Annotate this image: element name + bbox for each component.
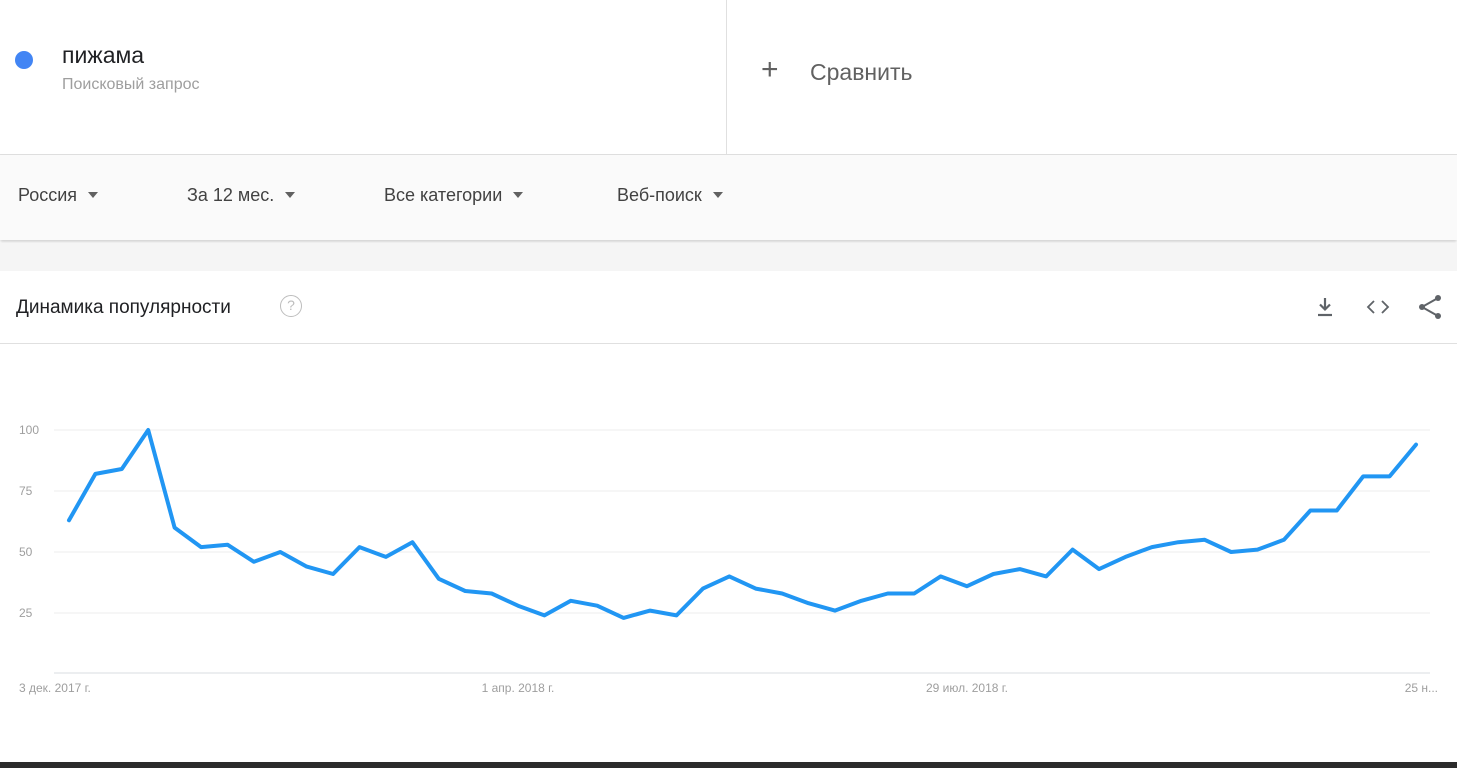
data-point <box>912 592 916 595</box>
window-bottom-edge <box>0 762 1457 768</box>
data-point <box>727 574 731 578</box>
data-point <box>252 560 256 564</box>
embed-code-icon[interactable] <box>1364 293 1392 321</box>
data-point <box>384 555 388 559</box>
data-point <box>1097 567 1101 571</box>
chevron-down-icon <box>88 192 99 198</box>
search-term-card[interactable]: пижама Поисковый запрос <box>0 0 727 154</box>
chevron-down-icon <box>285 192 296 198</box>
data-point <box>358 545 361 549</box>
card-header: Динамика популярности ? <box>0 271 1457 344</box>
source-filter[interactable]: Веб-поиск <box>617 185 723 206</box>
data-point <box>1335 509 1339 512</box>
period-filter-label: За 12 мес. <box>187 185 275 205</box>
series-line <box>67 428 1418 620</box>
data-point <box>1203 538 1207 542</box>
data-point <box>331 572 335 576</box>
filter-bar: Россия За 12 мес. Все категории Веб-поис… <box>0 155 1457 240</box>
y-tick-label: 25 <box>19 606 33 620</box>
period-filter[interactable]: За 12 мес. <box>187 185 296 206</box>
series-color-dot <box>15 51 33 69</box>
data-point <box>780 592 784 595</box>
data-point <box>490 592 494 595</box>
data-point <box>93 472 97 476</box>
data-point <box>833 609 837 613</box>
data-point <box>542 613 546 617</box>
chevron-down-icon <box>712 192 723 198</box>
category-filter[interactable]: Все категории <box>384 185 524 206</box>
x-tick-label: 25 н... <box>1405 681 1438 695</box>
data-point <box>859 599 863 603</box>
x-tick-label: 1 апр. 2018 г. <box>482 681 555 695</box>
data-point <box>1414 443 1418 447</box>
data-point <box>991 572 995 576</box>
data-point <box>807 601 810 605</box>
interest-over-time-chart[interactable]: 25 50 75 100 3 дек. 2017 г. 1 апр. 2018 г. 29 … <box>0 344 1457 768</box>
category-filter-label: Все категории <box>384 185 503 205</box>
data-point <box>886 592 890 595</box>
data-point <box>1308 509 1312 512</box>
search-term-name[interactable]: пижама <box>62 42 145 68</box>
card-title: Динамика популярности <box>16 297 231 318</box>
question-circle-icon[interactable]: ? <box>280 295 302 317</box>
data-point <box>754 587 758 591</box>
plus-icon: + <box>761 53 779 86</box>
data-point <box>622 616 626 620</box>
data-point <box>146 428 150 432</box>
y-tick-label: 50 <box>19 545 33 559</box>
data-point <box>1282 538 1286 542</box>
data-point <box>1361 474 1365 478</box>
data-point <box>226 543 229 547</box>
search-term-bar: пижама Поисковый запрос + Сравнить <box>0 0 1457 155</box>
compare-label: Сравнить <box>810 59 913 85</box>
data-point <box>199 545 203 549</box>
chevron-down-icon <box>513 192 524 198</box>
data-point <box>67 518 71 522</box>
data-point <box>939 574 943 578</box>
data-point <box>1176 540 1180 544</box>
section-divider <box>0 243 1457 271</box>
source-filter-label: Веб-поиск <box>617 185 702 205</box>
data-point <box>305 565 309 569</box>
data-point <box>1150 545 1154 549</box>
search-term-type: Поисковый запрос <box>62 76 200 93</box>
interest-over-time-card: Динамика популярности ? 25 50 75 100 3 дек. … <box>0 271 1457 768</box>
y-tick-label: 100 <box>19 423 39 437</box>
region-filter-label: Россия <box>18 185 78 205</box>
data-point <box>675 613 678 617</box>
download-icon[interactable] <box>1311 293 1339 321</box>
data-point <box>173 526 177 530</box>
data-point <box>463 589 467 593</box>
x-tick-label: 3 дек. 2017 г. <box>19 681 91 695</box>
data-point <box>1124 555 1127 559</box>
compare-button[interactable]: + Сравнить <box>727 0 1457 154</box>
data-point <box>410 540 414 544</box>
data-point <box>701 587 705 591</box>
data-point <box>648 609 652 613</box>
share-icon[interactable] <box>1416 293 1444 321</box>
data-point <box>516 604 520 608</box>
region-filter[interactable]: Россия <box>18 185 99 206</box>
data-point <box>1388 474 1392 478</box>
data-point <box>1229 550 1233 554</box>
data-point <box>1018 567 1022 571</box>
data-point <box>569 599 573 603</box>
y-tick-label: 75 <box>19 484 33 498</box>
data-point <box>1256 548 1259 552</box>
data-point <box>120 467 124 471</box>
data-point <box>595 604 599 608</box>
data-point <box>1044 574 1048 578</box>
data-point <box>1071 548 1075 552</box>
data-point <box>437 577 441 581</box>
x-tick-label: 29 июл. 2018 г. <box>926 681 1008 695</box>
data-point <box>965 584 969 588</box>
data-point <box>278 550 282 554</box>
